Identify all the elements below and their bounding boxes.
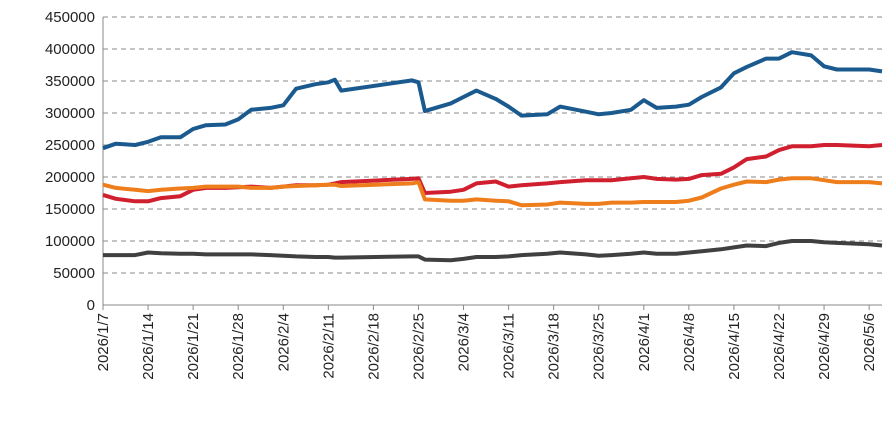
series-line bbox=[102, 50, 883, 151]
y-tick-label: 0 bbox=[87, 297, 95, 314]
y-tick-label: 200000 bbox=[45, 169, 95, 186]
x-tick-label: 2026/4/8 bbox=[681, 313, 698, 371]
x-tick-label: 2026/2/18 bbox=[365, 313, 382, 380]
x-tick-label: 2026/2/11 bbox=[320, 313, 337, 379]
x-tick-label: 2026/1/28 bbox=[230, 313, 247, 380]
x-tick-label: 2026/3/11 bbox=[501, 313, 518, 379]
x-tick-label: 2026/5/6 bbox=[861, 313, 878, 371]
y-tick-label: 400000 bbox=[45, 41, 95, 58]
x-tick-label: 2026/3/25 bbox=[591, 313, 608, 380]
x-tick-label: 2026/4/22 bbox=[771, 313, 788, 380]
x-tick-label: 2026/2/25 bbox=[410, 313, 427, 380]
y-tick-label: 50000 bbox=[53, 265, 95, 282]
x-tick-label: 2026/1/21 bbox=[185, 313, 202, 380]
x-tick-label: 2026/4/15 bbox=[726, 313, 743, 380]
x-tick-label: 2026/4/29 bbox=[816, 313, 833, 380]
y-tick-label: 350000 bbox=[45, 73, 95, 90]
x-tick-label: 2026/3/4 bbox=[456, 313, 473, 371]
y-tick-label: 250000 bbox=[45, 137, 95, 154]
series-line bbox=[102, 176, 883, 208]
x-tick-label: 2026/4/1 bbox=[636, 313, 653, 371]
y-tick-label: 100000 bbox=[45, 233, 95, 250]
x-tick-label: 2026/3/18 bbox=[546, 313, 563, 380]
y-tick-label: 450000 bbox=[45, 9, 95, 26]
y-tick-label: 150000 bbox=[45, 201, 95, 218]
series-line bbox=[102, 143, 883, 204]
x-tick-label: 2026/2/4 bbox=[275, 313, 292, 371]
series-line bbox=[103, 239, 883, 263]
y-tick-label: 300000 bbox=[45, 105, 95, 122]
x-tick-label: 2026/1/14 bbox=[140, 313, 157, 380]
x-tick-label: 2026/1/7 bbox=[95, 313, 112, 371]
